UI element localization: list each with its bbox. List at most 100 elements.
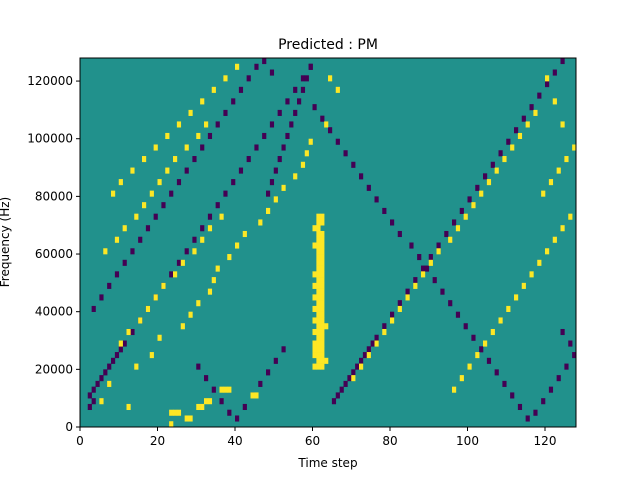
heatmap-cell-high	[320, 346, 325, 353]
heatmap-cell-high	[196, 403, 201, 411]
heatmap-cell-low	[331, 398, 337, 405]
heatmap-cell-high	[176, 409, 182, 416]
heatmap-cell-low	[514, 127, 519, 134]
heatmap-cell-high	[122, 225, 127, 232]
heatmap-cell-high	[312, 294, 317, 301]
heatmap-cell-low	[235, 415, 240, 422]
heatmap-cell-low	[184, 248, 189, 255]
heatmap-cell-high	[335, 86, 340, 93]
heatmap-cell-low	[91, 305, 96, 312]
heatmap-cell-low	[343, 150, 348, 157]
x-tick-label: 60	[305, 434, 320, 448]
heatmap-cell-high	[207, 398, 213, 405]
heatmap-cell-low	[568, 340, 573, 347]
heatmap-cell-high	[320, 282, 325, 289]
heatmap-cell-high	[215, 265, 220, 272]
heatmap-cell-low	[87, 392, 92, 399]
heatmap-cell-high	[312, 242, 317, 249]
heatmap-cell-low	[440, 288, 445, 295]
heatmap-cell-low	[556, 375, 561, 382]
heatmap-cell-high	[316, 311, 321, 318]
heatmap-cell-high	[223, 75, 228, 82]
heatmap-cell-low	[374, 334, 379, 341]
heatmap-cell-high	[281, 184, 286, 191]
plot-frame	[79, 57, 577, 428]
heatmap-cell-high	[266, 207, 271, 214]
heatmap-cell-low	[560, 58, 565, 65]
heatmap-cell-low	[304, 75, 309, 82]
heatmap-cell-high	[118, 340, 123, 347]
heatmap-cell-low	[184, 167, 189, 174]
heatmap-cell-high	[142, 202, 147, 209]
heatmap-cell-low	[297, 98, 302, 105]
heatmap-cell-low	[107, 363, 112, 370]
heatmap-cell-low	[91, 398, 96, 405]
heatmap-cell-low	[355, 363, 360, 370]
heatmap-cell-high	[223, 386, 228, 393]
heatmap-cell-high	[138, 317, 143, 324]
heatmap-cell-high	[316, 363, 321, 370]
heatmap-cell-low	[328, 127, 333, 134]
heatmap-cell-low	[312, 104, 317, 111]
heatmap-cell-high	[126, 403, 131, 411]
heatmap-cell-low	[479, 346, 484, 353]
heatmap-cell-high	[413, 282, 418, 289]
heatmap-cell-high	[463, 213, 468, 220]
x-axis-label: Time step	[297, 456, 357, 470]
heatmap-cell-low	[560, 328, 565, 336]
heatmap-cell-high	[316, 352, 321, 359]
heatmap-cell-high	[180, 323, 185, 330]
heatmap-cell-low	[525, 415, 530, 422]
heatmap-cell-high	[320, 317, 325, 324]
heatmap-cell-high	[316, 346, 321, 353]
heatmap-cell-high	[227, 386, 232, 393]
heatmap-cell-low	[223, 190, 228, 197]
heatmap-cell-low	[374, 196, 379, 203]
heatmap-cell-low	[486, 357, 492, 364]
heatmap-cell-low	[269, 121, 275, 128]
heatmap-cell-low	[169, 271, 174, 278]
heatmap-cell-high	[548, 179, 554, 186]
heatmap-cell-high	[200, 98, 205, 105]
heatmap-cell-low	[533, 409, 538, 416]
heatmap-cell-high	[161, 282, 166, 289]
heatmap-cell-low	[529, 104, 534, 111]
heatmap-cell-high	[200, 236, 205, 243]
heatmap-cell-high	[312, 305, 317, 312]
heatmap-cell-low	[277, 156, 282, 163]
heatmap-cell-high	[316, 248, 321, 255]
heatmap-cell-high	[510, 144, 515, 151]
heatmap-cell-low	[169, 190, 174, 197]
heatmap-cell-low	[359, 173, 364, 180]
heatmap-cell-high	[207, 288, 213, 295]
heatmap-cell-high	[320, 352, 325, 359]
heatmap-cell-high	[200, 403, 205, 411]
heatmap-cell-low	[459, 207, 464, 214]
heatmap-cell-high	[196, 300, 201, 307]
heatmap-cell-high	[552, 98, 557, 105]
heatmap-cell-high	[498, 317, 503, 324]
heatmap-cell-high	[568, 213, 573, 220]
heatmap-cell-high	[514, 294, 519, 301]
heatmap-cell-high	[494, 167, 499, 174]
heatmap-cell-low	[111, 357, 116, 364]
heatmap-cell-high	[142, 156, 147, 163]
heatmap-cell-high	[320, 357, 325, 364]
heatmap-cell-high	[316, 282, 321, 289]
heatmap-cell-low	[490, 161, 495, 168]
heatmap-cell-high	[250, 392, 255, 399]
heatmap-cell-low	[300, 86, 306, 93]
heatmap-cell-low	[266, 190, 271, 197]
heatmap-cell-high	[204, 121, 209, 128]
heatmap-cell-high	[180, 259, 185, 266]
heatmap-cell-low	[238, 86, 244, 93]
heatmap-cell-low	[262, 58, 267, 65]
heatmap-cell-high	[293, 173, 298, 180]
heatmap-cell-high	[219, 386, 224, 393]
heatmap-cell-high	[455, 225, 461, 232]
y-axis-label: Frequency (Hz)	[0, 197, 12, 288]
heatmap-cell-low	[87, 403, 92, 411]
heatmap-cell-high	[312, 352, 317, 359]
heatmap-cell-high	[533, 109, 538, 116]
heatmap-cell-high	[235, 242, 240, 249]
